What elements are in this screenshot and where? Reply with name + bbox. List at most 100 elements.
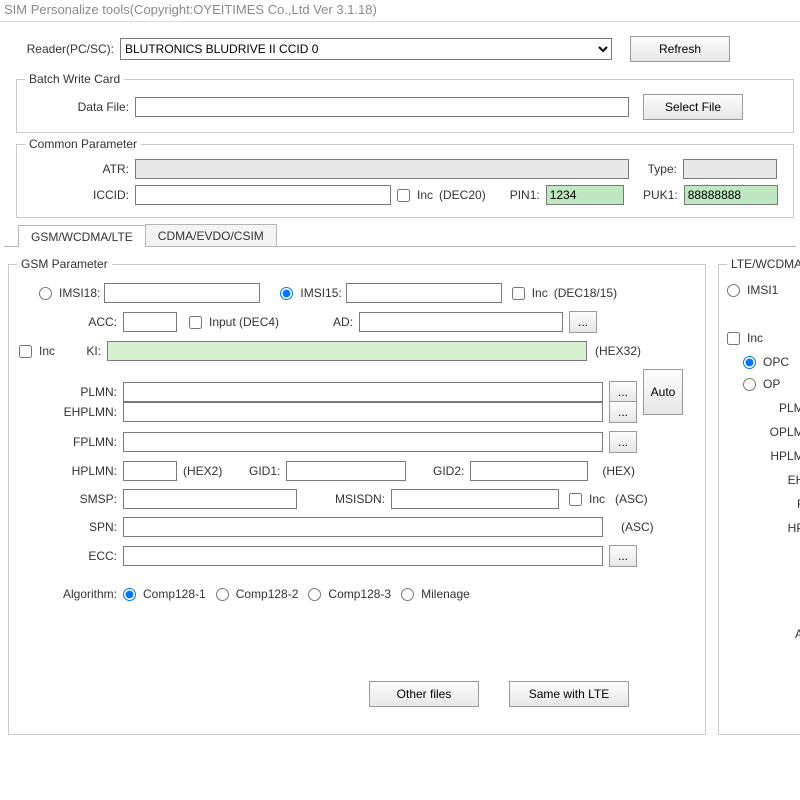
lte-imsi1-radio[interactable] [727, 284, 740, 297]
ki-inc-checkbox[interactable] [19, 345, 32, 358]
imsi18-radio-wrap[interactable]: IMSI18: [39, 286, 100, 300]
imsi15-radio-wrap[interactable]: IMSI15: [280, 286, 341, 300]
common-param-fieldset: Common Parameter ATR: Type: ICCID: Inc (… [16, 137, 794, 218]
window-title: SIM Personalize tools(Copyright:OYEITIME… [0, 0, 800, 19]
ecc-label: ECC: [17, 549, 123, 563]
plmn-more-button[interactable]: ... [609, 381, 637, 403]
fplmn-more-button[interactable]: ... [609, 431, 637, 453]
spn-label: SPN: [17, 520, 123, 534]
smsp-input[interactable] [123, 489, 297, 509]
imsi15-input[interactable] [346, 283, 502, 303]
lte-hplmnwa: HPLMNwA [770, 449, 800, 463]
asc-label1: (ASC) [615, 492, 648, 506]
reader-combo[interactable]: BLUTRONICS BLUDRIVE II CCID 0 [120, 38, 612, 60]
pin1-label: PIN1: [486, 188, 546, 202]
hplmn-input[interactable] [123, 461, 177, 481]
asc-label2: (ASC) [621, 520, 654, 534]
ehplmn-more-button[interactable]: ... [609, 401, 637, 423]
smsp-label: SMSP: [17, 492, 123, 506]
spn-input[interactable] [123, 517, 603, 537]
alg4-wrap[interactable]: Milenage [401, 587, 470, 601]
lte-inc-checkbox[interactable] [727, 332, 740, 345]
puk1-label: PUK1: [624, 188, 684, 202]
gid1-input[interactable] [286, 461, 406, 481]
imsi-inc-wrap[interactable]: Inc [512, 286, 548, 300]
ecc-input[interactable] [123, 546, 603, 566]
alg2-radio[interactable] [216, 588, 229, 601]
puk1-input[interactable] [684, 185, 778, 205]
dec20-label: (DEC20) [439, 188, 486, 202]
data-file-input[interactable] [135, 97, 629, 117]
atr-label: ATR: [25, 162, 135, 176]
hex32-label: (HEX32) [595, 344, 641, 358]
select-file-button[interactable]: Select File [643, 94, 743, 120]
ki-input[interactable] [107, 341, 587, 361]
type-label: Type: [629, 162, 683, 176]
ki-label: KI: [55, 344, 107, 358]
dec1815-label: (DEC18/15) [554, 286, 617, 300]
msisdn-inc-wrap[interactable]: Inc [569, 492, 605, 506]
acc-input[interactable] [123, 312, 177, 332]
ki-inc-wrap[interactable]: Inc [19, 344, 55, 358]
lte-op-radio[interactable] [743, 378, 756, 391]
plmn-input[interactable] [123, 382, 603, 402]
alg3-wrap[interactable]: Comp128-3 [308, 587, 391, 601]
alg3-radio[interactable] [308, 588, 321, 601]
atr-input [135, 159, 629, 179]
gid1-label: GID1: [222, 464, 286, 478]
msisdn-inc-checkbox[interactable] [569, 493, 582, 506]
lte-algorit: Algorit [795, 627, 800, 641]
gid2-input[interactable] [470, 461, 588, 481]
iccid-inc-checkbox[interactable] [397, 189, 410, 202]
lte-opc-radio[interactable] [743, 356, 756, 369]
alg1-radio[interactable] [123, 588, 136, 601]
lte-plmnwa: PLMNwA [779, 401, 800, 415]
iccid-input[interactable] [135, 185, 391, 205]
common-legend: Common Parameter [25, 137, 141, 151]
gsm-legend: GSM Parameter [17, 257, 112, 271]
same-with-lte-button[interactable]: Same with LTE [509, 681, 629, 707]
imsi18-input[interactable] [104, 283, 260, 303]
plmn-auto-button[interactable]: Auto [643, 369, 683, 415]
hplmn-label: HPLMN: [17, 464, 123, 478]
input-dec4-wrap[interactable]: Input (DEC4) [189, 315, 279, 329]
msisdn-label: MSISDN: [297, 492, 391, 506]
type-input [683, 159, 777, 179]
batch-legend: Batch Write Card [25, 72, 124, 86]
tab-cdma[interactable]: CDMA/EVDO/CSIM [145, 224, 277, 246]
refresh-button[interactable]: Refresh [630, 36, 730, 62]
ehplmn-input[interactable] [123, 402, 603, 422]
alg4-radio[interactable] [401, 588, 414, 601]
gid2-label: GID2: [406, 464, 470, 478]
iccid-inc-check[interactable]: Inc [397, 188, 433, 202]
lte-opc-wrap[interactable]: OPC [743, 355, 789, 369]
imsi-inc-checkbox[interactable] [512, 287, 525, 300]
lte-inc-wrap[interactable]: Inc [727, 331, 763, 345]
ecc-more-button[interactable]: ... [609, 545, 637, 567]
ad-more-button[interactable]: ... [569, 311, 597, 333]
msisdn-input[interactable] [391, 489, 559, 509]
tab-strip: GSM/WCDMA/LTE CDMA/EVDO/CSIM [18, 224, 800, 246]
lte-fieldset: LTE/WCDMA IMSI1 AC Inc OPC OP PLMNwA OPL… [718, 257, 800, 735]
lte-op-wrap[interactable]: OP [743, 377, 780, 391]
algorithm-label: Algorithm: [17, 587, 123, 601]
lte-oplmnwa: OPLMNwA [770, 425, 800, 439]
fplmn-label: FPLMN: [17, 435, 123, 449]
imsi15-radio[interactable] [280, 287, 293, 300]
hex-label: (HEX) [602, 464, 635, 478]
other-files-button[interactable]: Other files [369, 681, 479, 707]
tab-gsm[interactable]: GSM/WCDMA/LTE [18, 225, 146, 247]
alg1-wrap[interactable]: Comp128-1 [123, 587, 206, 601]
alg2-wrap[interactable]: Comp128-2 [216, 587, 299, 601]
fplmn-input[interactable] [123, 432, 603, 452]
ehplmn-label: EHPLMN: [17, 405, 123, 419]
lte-imsi1-wrap[interactable]: IMSI1 [727, 283, 778, 297]
lte-legend: LTE/WCDMA [727, 257, 800, 271]
input-dec4-checkbox[interactable] [189, 316, 202, 329]
batch-write-fieldset: Batch Write Card Data File: Select File [16, 72, 794, 133]
imsi18-radio[interactable] [39, 287, 52, 300]
gsm-param-fieldset: GSM Parameter IMSI18: IMSI15: [8, 257, 706, 735]
pin1-input[interactable] [546, 185, 624, 205]
acc-label: ACC: [17, 315, 123, 329]
ad-input[interactable] [359, 312, 563, 332]
